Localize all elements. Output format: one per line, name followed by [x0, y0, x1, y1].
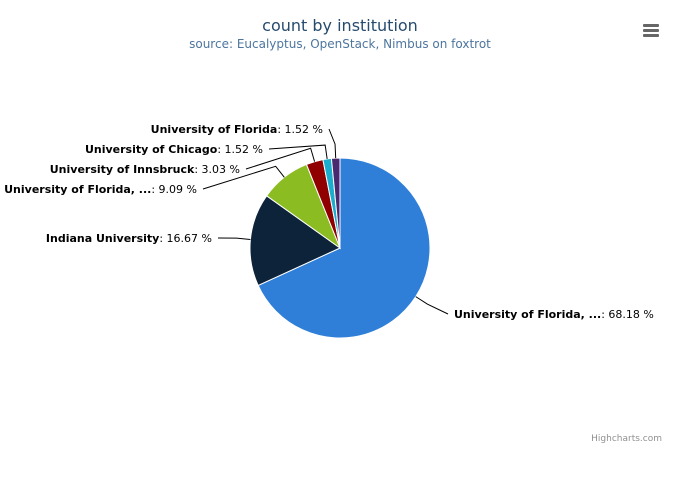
slice-name: Indiana University: [46, 232, 159, 245]
export-menu-button[interactable]: [638, 20, 662, 40]
slice-value: : 3.03 %: [194, 163, 240, 176]
slice-name: University of Innsbruck: [50, 163, 195, 176]
label-connector: [245, 147, 316, 170]
slice-data-label: University of Florida: 1.52 %: [151, 123, 323, 136]
pie-slice[interactable]: [257, 157, 431, 339]
data-labels: University of Florida, ...: 68.18 %India…: [4, 123, 654, 321]
slice-value: : 16.67 %: [159, 232, 212, 245]
label-connector: [328, 128, 337, 159]
slice-name: University of Florida: [151, 123, 278, 136]
slice-data-label: Indiana University: 16.67 %: [46, 232, 212, 245]
hamburger-menu-icon: [643, 24, 659, 37]
label-connectors: [202, 128, 449, 315]
slice-data-label: University of Florida, ...: 68.18 %: [454, 308, 654, 321]
slice-value: : 1.52 %: [217, 143, 263, 156]
slice-data-label: University of Innsbruck: 3.03 %: [50, 163, 240, 176]
chart-title: count by institution: [262, 16, 418, 35]
slice-value: : 9.09 %: [151, 183, 197, 196]
label-connector: [415, 296, 449, 315]
slice-name: University of Florida, ...: [4, 183, 151, 196]
pie-slice[interactable]: [249, 195, 341, 287]
slice-name: University of Chicago: [85, 143, 218, 156]
label-connector: [268, 144, 328, 159]
label-connector: [217, 237, 251, 240]
pie-slices: [249, 157, 431, 339]
slice-data-label: University of Florida, ...: 9.09 %: [4, 183, 197, 196]
credits-link[interactable]: Highcharts.com: [591, 434, 662, 444]
slice-data-label: University of Chicago: 1.52 %: [85, 143, 263, 156]
chart-subtitle: source: Eucalyptus, OpenStack, Nimbus on…: [189, 37, 491, 51]
slice-value: : 68.18 %: [601, 308, 654, 321]
slice-value: : 1.52 %: [277, 123, 323, 136]
pie-slice[interactable]: [330, 157, 341, 249]
label-connector: [202, 165, 285, 190]
slice-name: University of Florida, ...: [454, 308, 601, 321]
